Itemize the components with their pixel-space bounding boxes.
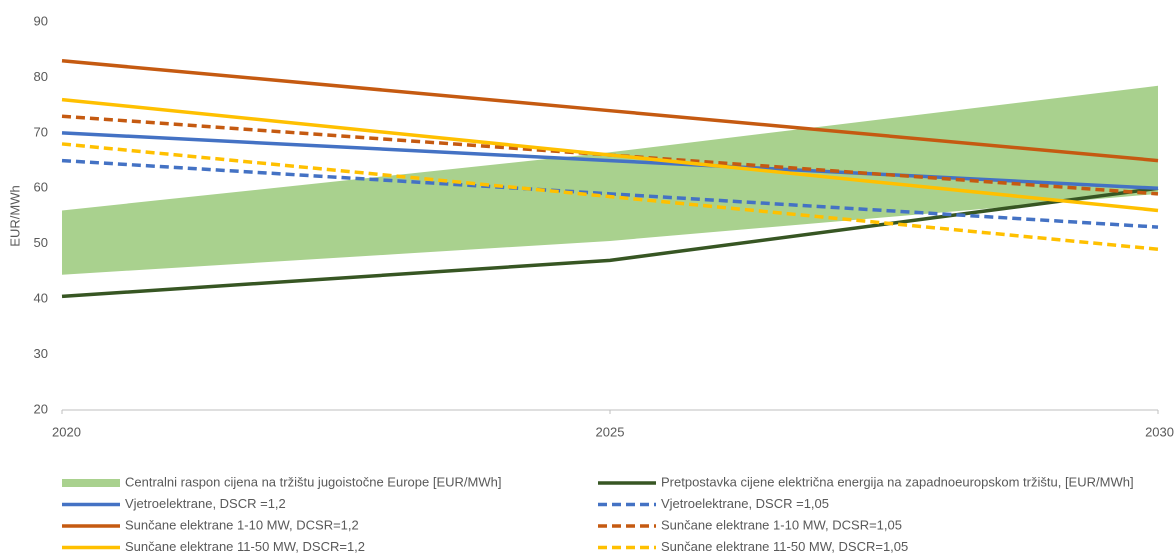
y-tick-label: 70 bbox=[34, 124, 48, 139]
y-tick-label: 50 bbox=[34, 235, 48, 250]
y-tick-label: 30 bbox=[34, 346, 48, 361]
y-tick-label: 90 bbox=[34, 13, 48, 28]
series-line bbox=[61, 186, 1159, 299]
x-tick-label: 2025 bbox=[596, 424, 625, 439]
legend-label: Pretpostavka cijene električna energija … bbox=[661, 474, 1134, 489]
legend-label: Sunčane elektrane 11-50 MW, DSCR=1,05 bbox=[661, 539, 908, 554]
series-line bbox=[61, 59, 1159, 163]
series-line bbox=[61, 158, 1159, 229]
series-line bbox=[61, 97, 1159, 213]
legend-label: Sunčane elektrane 1-10 MW, DCSR=1,05 bbox=[661, 517, 902, 532]
y-tick-label: 20 bbox=[34, 401, 48, 416]
y-tick-label: 80 bbox=[34, 69, 48, 84]
y-axis-label: EUR/MWh bbox=[7, 185, 22, 246]
x-tick-label: 2030 bbox=[1145, 424, 1174, 439]
legend-label: Centralni raspon cijena na tržištu jugoi… bbox=[125, 474, 501, 489]
x-tick-label: 2020 bbox=[52, 424, 81, 439]
legend-label: Sunčane elektrane 1-10 MW, DCSR=1,2 bbox=[125, 517, 359, 532]
legend-label: Vjetroelektrane, DSCR =1,2 bbox=[125, 496, 286, 511]
range-band bbox=[62, 85, 1158, 275]
y-tick-label: 40 bbox=[34, 291, 48, 306]
series-line bbox=[61, 131, 1159, 191]
y-tick-label: 60 bbox=[34, 180, 48, 195]
series-line bbox=[61, 142, 1159, 251]
legend-label: Vjetroelektrane, DSCR =1,05 bbox=[661, 496, 829, 511]
legend-swatch bbox=[62, 479, 120, 487]
legend-label: Sunčane elektrane 11-50 MW, DSCR=1,2 bbox=[125, 539, 365, 554]
